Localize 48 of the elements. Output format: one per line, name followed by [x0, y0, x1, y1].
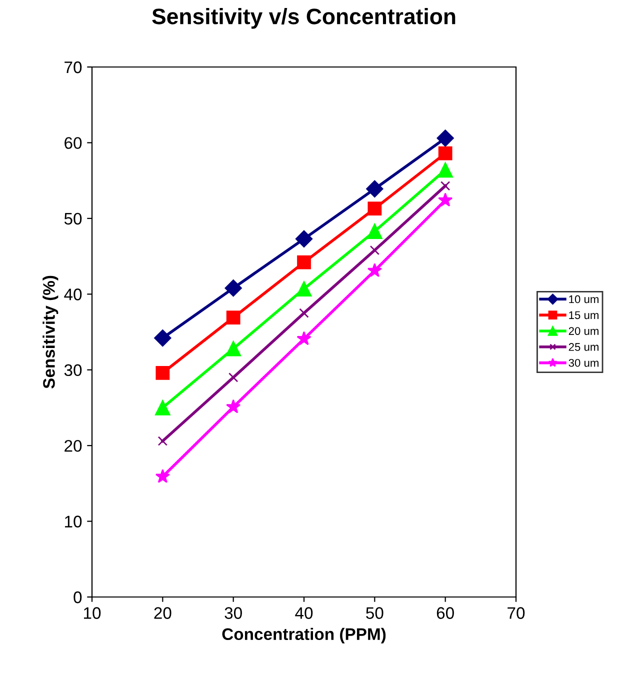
x-tick-label: 40 — [295, 607, 313, 619]
point — [155, 400, 170, 416]
x-axis-title: Concentration (PPM) — [222, 628, 386, 644]
x-tick-label: 50 — [366, 607, 384, 619]
point — [295, 230, 313, 248]
point — [368, 202, 382, 216]
point — [226, 341, 241, 356]
point — [438, 146, 452, 160]
point — [156, 366, 170, 380]
point — [226, 310, 240, 325]
point — [296, 281, 312, 296]
point — [367, 263, 382, 277]
point — [436, 130, 454, 147]
x-tick-label: 20 — [154, 607, 172, 619]
legend-label: 30 um — [568, 358, 598, 367]
y-tick-label: 60 — [64, 137, 82, 149]
point — [366, 180, 384, 198]
point — [299, 308, 309, 318]
legend-label: 25 um — [568, 343, 598, 351]
point — [370, 245, 380, 256]
y-tick-label: 40 — [64, 288, 82, 300]
y-tick-label: 30 — [64, 364, 82, 376]
y-axis-title: Sensitivity (%) — [42, 276, 58, 388]
point — [296, 331, 312, 346]
point — [228, 372, 238, 382]
point — [155, 468, 170, 483]
x-tick-label: 70 — [508, 607, 525, 619]
point — [438, 192, 453, 207]
x-tick-label: 60 — [436, 607, 454, 619]
point — [158, 436, 168, 446]
point — [224, 280, 242, 297]
point — [367, 224, 382, 239]
legend-label: 15 um — [569, 311, 598, 320]
point — [226, 399, 241, 414]
point — [440, 181, 450, 191]
chart-title: Sensitivity v/s Concentration — [152, 8, 456, 29]
legend-label: 20 um — [568, 327, 598, 335]
x-tick-label: 10 — [84, 607, 101, 619]
y-tick-label: 0 — [74, 591, 82, 604]
y-tick-label: 50 — [64, 212, 82, 225]
y-tick-label: 10 — [65, 516, 82, 528]
point — [154, 330, 172, 347]
y-tick-label: 70 — [64, 61, 82, 74]
legend-label: 10 um — [569, 295, 598, 304]
point — [438, 162, 453, 178]
y-tick-label: 20 — [64, 440, 82, 452]
x-tick-label: 30 — [224, 607, 242, 619]
point — [297, 255, 311, 270]
